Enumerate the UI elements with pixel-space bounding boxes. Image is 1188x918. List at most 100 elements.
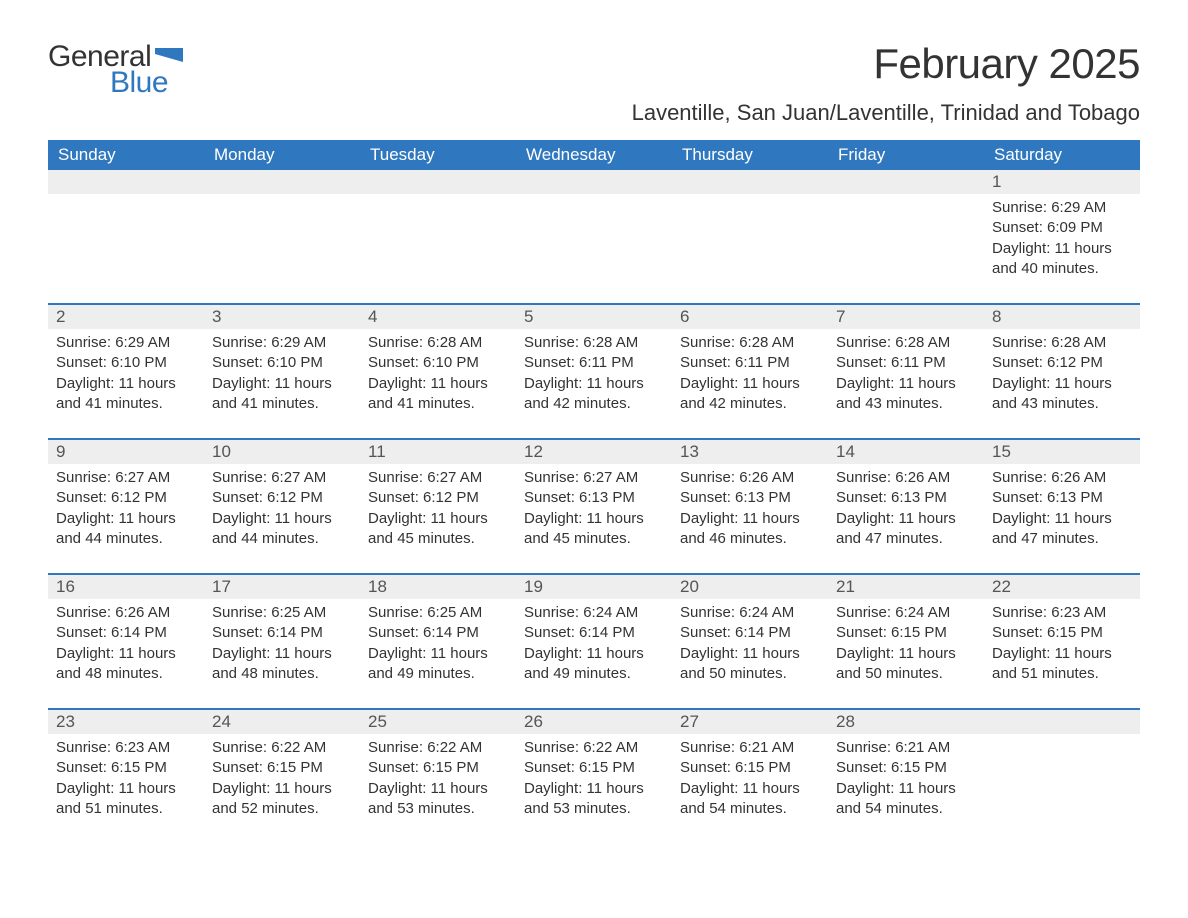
day-number-cell: 3 bbox=[204, 304, 360, 329]
day-body-cell bbox=[48, 194, 204, 304]
daylight-line-1: Daylight: 11 hours bbox=[680, 779, 820, 799]
day-number-cell: 12 bbox=[516, 439, 672, 464]
daylight-line-1: Daylight: 11 hours bbox=[524, 374, 664, 394]
logo: General Blue bbox=[48, 40, 183, 100]
sunset-line: Sunset: 6:09 PM bbox=[992, 218, 1132, 238]
sunrise-line: Sunrise: 6:29 AM bbox=[992, 198, 1132, 218]
day-number-cell: 20 bbox=[672, 574, 828, 599]
day-number-cell: 13 bbox=[672, 439, 828, 464]
day-number-cell bbox=[48, 170, 204, 194]
sunset-line: Sunset: 6:14 PM bbox=[680, 623, 820, 643]
weekday-header: Sunday bbox=[48, 140, 204, 170]
daylight-line-2: and 50 minutes. bbox=[836, 664, 976, 684]
sunrise-line: Sunrise: 6:29 AM bbox=[212, 333, 352, 353]
day-body-cell: Sunrise: 6:28 AMSunset: 6:12 PMDaylight:… bbox=[984, 329, 1140, 439]
daylight-line-1: Daylight: 11 hours bbox=[368, 509, 508, 529]
daylight-line-2: and 40 minutes. bbox=[992, 259, 1132, 279]
daylight-line-1: Daylight: 11 hours bbox=[992, 239, 1132, 259]
weekday-header: Thursday bbox=[672, 140, 828, 170]
sunrise-line: Sunrise: 6:25 AM bbox=[368, 603, 508, 623]
sunrise-line: Sunrise: 6:28 AM bbox=[680, 333, 820, 353]
location-subtitle: Laventille, San Juan/Laventille, Trinida… bbox=[632, 100, 1140, 126]
sunset-line: Sunset: 6:10 PM bbox=[56, 353, 196, 373]
week-daynum-row: 232425262728 bbox=[48, 709, 1140, 734]
daylight-line-1: Daylight: 11 hours bbox=[368, 779, 508, 799]
day-body-cell: Sunrise: 6:24 AMSunset: 6:15 PMDaylight:… bbox=[828, 599, 984, 709]
daylight-line-2: and 53 minutes. bbox=[368, 799, 508, 819]
daylight-line-1: Daylight: 11 hours bbox=[836, 779, 976, 799]
day-body-cell bbox=[984, 734, 1140, 843]
sunset-line: Sunset: 6:15 PM bbox=[524, 758, 664, 778]
daylight-line-1: Daylight: 11 hours bbox=[836, 509, 976, 529]
sunrise-line: Sunrise: 6:21 AM bbox=[836, 738, 976, 758]
day-body-cell: Sunrise: 6:28 AMSunset: 6:11 PMDaylight:… bbox=[828, 329, 984, 439]
sunrise-line: Sunrise: 6:27 AM bbox=[56, 468, 196, 488]
sunset-line: Sunset: 6:14 PM bbox=[212, 623, 352, 643]
logo-text-blue: Blue bbox=[110, 66, 168, 100]
daylight-line-1: Daylight: 11 hours bbox=[680, 644, 820, 664]
sunrise-line: Sunrise: 6:29 AM bbox=[56, 333, 196, 353]
day-body-cell: Sunrise: 6:28 AMSunset: 6:11 PMDaylight:… bbox=[516, 329, 672, 439]
daylight-line-2: and 50 minutes. bbox=[680, 664, 820, 684]
day-number-cell bbox=[360, 170, 516, 194]
day-number-cell: 8 bbox=[984, 304, 1140, 329]
day-body-cell: Sunrise: 6:26 AMSunset: 6:13 PMDaylight:… bbox=[672, 464, 828, 574]
daylight-line-1: Daylight: 11 hours bbox=[368, 644, 508, 664]
daylight-line-1: Daylight: 11 hours bbox=[212, 374, 352, 394]
day-number-cell: 21 bbox=[828, 574, 984, 599]
daylight-line-2: and 47 minutes. bbox=[836, 529, 976, 549]
daylight-line-2: and 54 minutes. bbox=[836, 799, 976, 819]
day-body-cell: Sunrise: 6:29 AMSunset: 6:10 PMDaylight:… bbox=[48, 329, 204, 439]
day-number-cell: 19 bbox=[516, 574, 672, 599]
sunset-line: Sunset: 6:14 PM bbox=[56, 623, 196, 643]
daylight-line-2: and 45 minutes. bbox=[524, 529, 664, 549]
day-number-cell: 27 bbox=[672, 709, 828, 734]
daylight-line-2: and 46 minutes. bbox=[680, 529, 820, 549]
day-body-cell: Sunrise: 6:24 AMSunset: 6:14 PMDaylight:… bbox=[672, 599, 828, 709]
sunrise-line: Sunrise: 6:27 AM bbox=[524, 468, 664, 488]
calendar-table: SundayMondayTuesdayWednesdayThursdayFrid… bbox=[48, 140, 1140, 843]
daylight-line-2: and 49 minutes. bbox=[368, 664, 508, 684]
daylight-line-1: Daylight: 11 hours bbox=[212, 779, 352, 799]
daylight-line-1: Daylight: 11 hours bbox=[212, 644, 352, 664]
daylight-line-2: and 43 minutes. bbox=[992, 394, 1132, 414]
sunrise-line: Sunrise: 6:22 AM bbox=[368, 738, 508, 758]
day-body-cell: Sunrise: 6:23 AMSunset: 6:15 PMDaylight:… bbox=[48, 734, 204, 843]
weekday-header: Monday bbox=[204, 140, 360, 170]
weekday-header: Wednesday bbox=[516, 140, 672, 170]
daylight-line-2: and 48 minutes. bbox=[56, 664, 196, 684]
daylight-line-2: and 45 minutes. bbox=[368, 529, 508, 549]
daylight-line-2: and 53 minutes. bbox=[524, 799, 664, 819]
sunrise-line: Sunrise: 6:21 AM bbox=[680, 738, 820, 758]
day-body-cell bbox=[516, 194, 672, 304]
sunrise-line: Sunrise: 6:28 AM bbox=[368, 333, 508, 353]
sunset-line: Sunset: 6:12 PM bbox=[368, 488, 508, 508]
sunset-line: Sunset: 6:15 PM bbox=[212, 758, 352, 778]
sunrise-line: Sunrise: 6:26 AM bbox=[836, 468, 976, 488]
daylight-line-1: Daylight: 11 hours bbox=[992, 644, 1132, 664]
day-body-cell: Sunrise: 6:23 AMSunset: 6:15 PMDaylight:… bbox=[984, 599, 1140, 709]
sunset-line: Sunset: 6:14 PM bbox=[524, 623, 664, 643]
weekday-header: Tuesday bbox=[360, 140, 516, 170]
sunset-line: Sunset: 6:13 PM bbox=[680, 488, 820, 508]
day-body-cell bbox=[204, 194, 360, 304]
daylight-line-1: Daylight: 11 hours bbox=[368, 374, 508, 394]
daylight-line-2: and 49 minutes. bbox=[524, 664, 664, 684]
day-number-cell bbox=[984, 709, 1140, 734]
daylight-line-2: and 44 minutes. bbox=[212, 529, 352, 549]
day-body-cell: Sunrise: 6:28 AMSunset: 6:10 PMDaylight:… bbox=[360, 329, 516, 439]
day-number-cell: 1 bbox=[984, 170, 1140, 194]
daylight-line-1: Daylight: 11 hours bbox=[524, 779, 664, 799]
daylight-line-2: and 44 minutes. bbox=[56, 529, 196, 549]
logo-flag-icon bbox=[155, 48, 183, 68]
day-number-cell bbox=[672, 170, 828, 194]
daylight-line-2: and 51 minutes. bbox=[56, 799, 196, 819]
day-body-cell: Sunrise: 6:27 AMSunset: 6:12 PMDaylight:… bbox=[48, 464, 204, 574]
daylight-line-2: and 41 minutes. bbox=[56, 394, 196, 414]
daylight-line-2: and 48 minutes. bbox=[212, 664, 352, 684]
week-body-row: Sunrise: 6:29 AMSunset: 6:10 PMDaylight:… bbox=[48, 329, 1140, 439]
day-body-cell bbox=[360, 194, 516, 304]
day-number-cell: 18 bbox=[360, 574, 516, 599]
day-body-cell bbox=[828, 194, 984, 304]
daylight-line-1: Daylight: 11 hours bbox=[680, 509, 820, 529]
